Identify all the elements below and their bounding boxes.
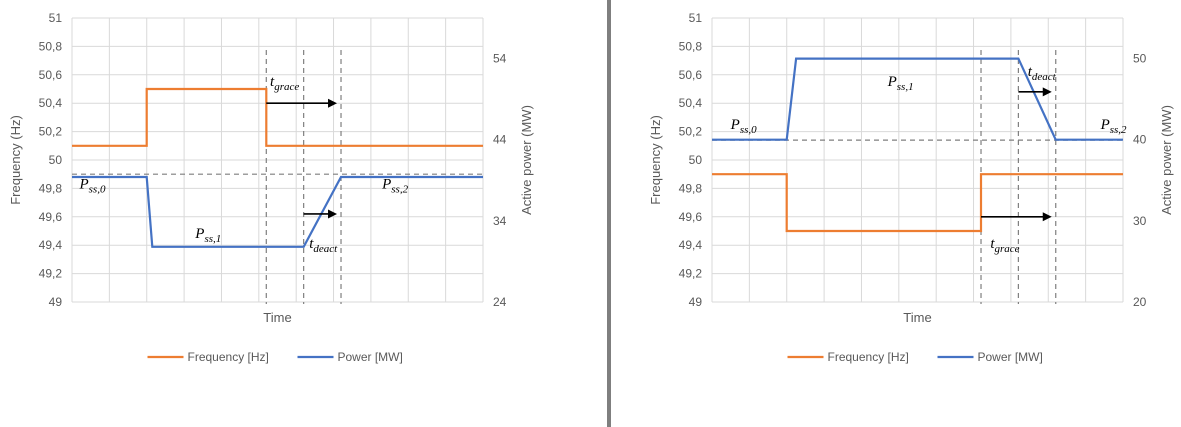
y-tick-label: 49,4 xyxy=(679,238,703,252)
y2-tick-label: 34 xyxy=(493,214,507,228)
y-tick-label: 50,2 xyxy=(679,125,703,139)
annotation-label: Pss,2 xyxy=(1100,117,1127,136)
y-tick-label: 51 xyxy=(689,11,703,25)
y2-tick-label: 50 xyxy=(1133,52,1147,66)
y-tick-label: 49,6 xyxy=(679,210,703,224)
arrow-head xyxy=(328,209,338,219)
y2-axis-label-left: Active power (MW) xyxy=(519,105,534,215)
y-ticks-right: 49 49,2 49,4 49,6 49,8 50 50,2 50,4 50,6 50,8 51 xyxy=(679,11,703,309)
legend-right: Frequency [Hz] Power [MW] xyxy=(787,350,1043,364)
y2-tick-label: 54 xyxy=(493,52,507,66)
y-tick-label: 51 xyxy=(49,11,63,25)
x-axis-label-right: Time xyxy=(903,310,931,325)
annotation-label: Pss,2 xyxy=(381,176,408,195)
y2-tick-label: 24 xyxy=(493,295,507,309)
y-tick-label: 49 xyxy=(689,295,703,309)
y2-tick-label: 40 xyxy=(1133,133,1147,147)
y-tick-label: 50 xyxy=(49,153,63,167)
y-tick-label: 50,2 xyxy=(39,125,63,139)
annotation-label: Pss,0 xyxy=(730,117,757,136)
y-tick-label: 49,8 xyxy=(679,181,703,195)
arrow-head xyxy=(1042,212,1052,222)
y-tick-label: 50,6 xyxy=(679,68,703,82)
legend-label-power: Power [MW] xyxy=(978,350,1043,364)
y-tick-label: 50,8 xyxy=(679,39,703,53)
y-tick-label: 49,2 xyxy=(39,267,63,281)
annotation-label: tdeact xyxy=(1028,64,1057,83)
annotation-label: tgrace xyxy=(270,74,299,93)
y-axis-label-left: Frequency (Hz) xyxy=(8,115,23,205)
reference-lines-right xyxy=(712,50,1123,304)
legend-label-power: Power [MW] xyxy=(338,350,403,364)
series-line-power xyxy=(72,175,483,248)
y-tick-label: 49,6 xyxy=(39,210,63,224)
y-tick-label: 49,8 xyxy=(39,181,63,195)
legend-left: Frequency [Hz] Power [MW] xyxy=(147,350,403,364)
y-tick-label: 49 xyxy=(49,295,63,309)
x-axis-label-left: Time xyxy=(263,310,291,325)
arrows-left xyxy=(266,98,338,219)
y-tick-label: 50,4 xyxy=(39,96,63,110)
y2-ticks-left: 24 34 44 54 xyxy=(493,52,507,309)
y2-tick-label: 30 xyxy=(1133,214,1147,228)
y-tick-label: 50 xyxy=(689,153,703,167)
annotation-label: Pss,1 xyxy=(887,74,914,93)
y-tick-label: 49,4 xyxy=(39,238,63,252)
y-axis-label-right: Frequency (Hz) xyxy=(648,115,663,205)
series-right xyxy=(712,57,1123,233)
y2-axis-label-right: Active power (MW) xyxy=(1159,105,1174,215)
y-tick-label: 49,2 xyxy=(679,267,703,281)
y2-tick-label: 44 xyxy=(493,133,507,147)
y2-tick-label: 20 xyxy=(1133,295,1147,309)
series-line-power xyxy=(712,57,1123,141)
annotation-label: tgrace xyxy=(990,236,1019,255)
series-left xyxy=(72,87,483,248)
grid-right xyxy=(711,17,1124,303)
arrow-head xyxy=(328,98,338,108)
legend-label-frequency: Frequency [Hz] xyxy=(828,350,909,364)
series-line-frequency xyxy=(712,173,1123,233)
y-tick-label: 50,8 xyxy=(39,39,63,53)
annotation-label: tdeact xyxy=(309,236,338,255)
y2-ticks-right: 20 30 40 50 xyxy=(1133,52,1147,309)
annotation-label: Pss,1 xyxy=(194,226,221,245)
series-line-frequency xyxy=(72,87,483,147)
annotations-left: Pss,0 Pss,1 Pss,2 tgrace tdeact xyxy=(78,74,408,255)
grid-left xyxy=(71,17,484,303)
y-tick-label: 50,6 xyxy=(39,68,63,82)
y-ticks-left: 49 49,2 49,4 49,6 49,8 50 50,2 50,4 50,6 50,8 51 xyxy=(39,11,63,309)
legend-label-frequency: Frequency [Hz] xyxy=(188,350,269,364)
arrows-right xyxy=(981,87,1052,222)
annotation-label: Pss,0 xyxy=(78,176,105,195)
arrow-head xyxy=(1042,87,1052,97)
y-tick-label: 50,4 xyxy=(679,96,703,110)
annotations-right: Pss,0 Pss,1 Pss,2 tdeact tgrace xyxy=(730,64,1127,255)
